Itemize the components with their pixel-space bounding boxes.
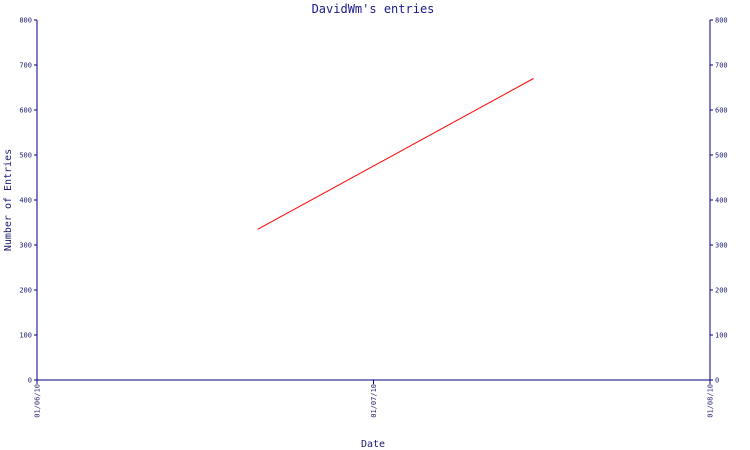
y-tick-label-right: 600 [715, 107, 728, 115]
y-tick-label-right: 0 [715, 377, 719, 385]
y-tick-label-left: 700 [19, 62, 32, 70]
chart-title: DavidWm's entries [312, 2, 435, 16]
x-axis: 01/06/10 01/07/10 01/08/10 [34, 380, 715, 418]
y-tick-label-right: 400 [715, 197, 728, 205]
y-tick-label-left: 100 [19, 332, 32, 340]
y-tick-label-right: 800 [715, 17, 728, 25]
y-tick-label-right: 100 [715, 332, 728, 340]
y-tick-label-left: 300 [19, 242, 32, 250]
y-tick-label-right: 500 [715, 152, 728, 160]
x-tick-label: 01/06/10 [34, 384, 42, 418]
x-tick-label: 01/08/10 [707, 384, 715, 418]
y-axis-right: 0 100 200 300 400 500 600 700 800 [710, 17, 728, 385]
y-tick-label-left: 800 [19, 17, 32, 25]
y-tick-label-left: 0 [28, 377, 32, 385]
y-tick-label-right: 300 [715, 242, 728, 250]
y-tick-label-right: 700 [715, 62, 728, 70]
y-tick-label-left: 400 [19, 197, 32, 205]
x-tick-label: 01/07/10 [370, 384, 378, 418]
y-tick-label-left: 500 [19, 152, 32, 160]
plot-frame [36, 20, 711, 381]
y-axis-title: Number of Entries [3, 149, 14, 251]
x-axis-title: Date [361, 439, 385, 450]
y-tick-label-left: 600 [19, 107, 32, 115]
y-axis-left: 0 100 200 300 400 500 600 700 800 [19, 17, 37, 385]
y-tick-label-right: 200 [715, 287, 728, 295]
series-line-0 [257, 78, 534, 230]
y-tick-label-left: 200 [19, 287, 32, 295]
series-layer [257, 78, 534, 230]
